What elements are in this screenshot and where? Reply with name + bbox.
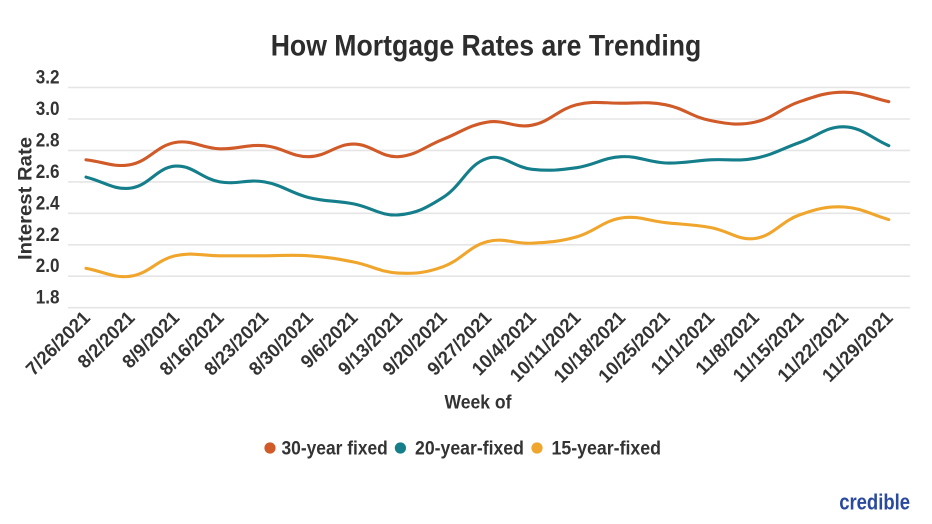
svg-text:20-year-fixed: 20-year-fixed: [415, 437, 524, 459]
svg-text:2.6: 2.6: [36, 161, 60, 182]
svg-text:1.8: 1.8: [36, 287, 60, 308]
svg-text:2.0: 2.0: [36, 255, 60, 276]
svg-text:Week of: Week of: [445, 391, 513, 413]
svg-text:2.4: 2.4: [36, 192, 60, 213]
svg-text:How Mortgage Rates are Trendin: How Mortgage Rates are Trending: [271, 29, 702, 63]
svg-text:3.2: 3.2: [36, 67, 60, 88]
svg-text:credible: credible: [839, 491, 910, 515]
svg-text:Interest Rate: Interest Rate: [15, 137, 37, 260]
svg-text:7/26/2021: 7/26/2021: [21, 307, 94, 380]
svg-text:15-year-fixed: 15-year-fixed: [552, 437, 662, 459]
svg-text:30-year fixed: 30-year fixed: [282, 438, 388, 459]
svg-text:3.0: 3.0: [36, 98, 60, 119]
svg-text:2.8: 2.8: [36, 130, 60, 151]
svg-text:2.2: 2.2: [36, 224, 60, 245]
